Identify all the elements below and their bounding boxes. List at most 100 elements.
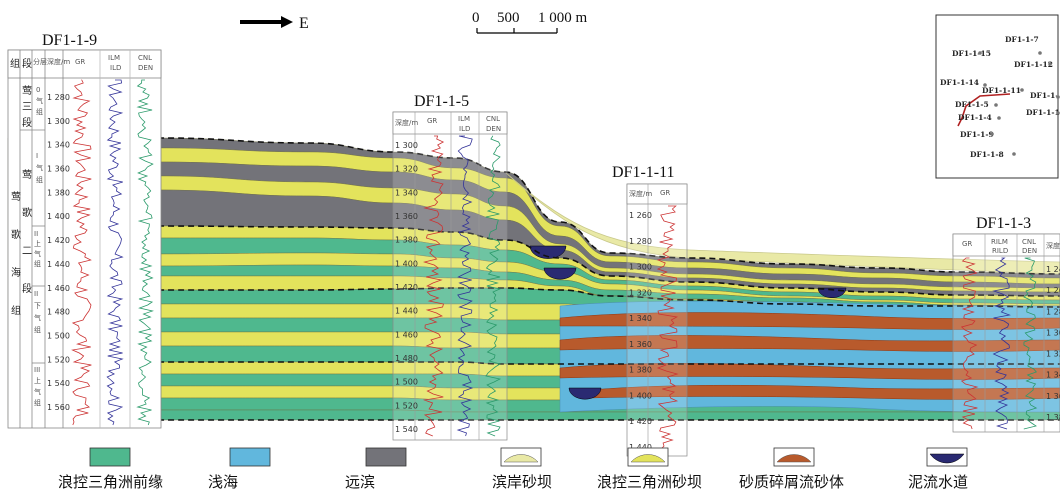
depth-label: 1 28 [1046,307,1060,316]
depth-label: 1 500 [395,378,418,387]
inset-well-label: DF1-1-8 [970,150,1004,159]
depth-label: 1 32 [1046,350,1060,359]
gas-group-label: 气 [36,96,43,105]
depth-label: 1 300 [629,263,652,272]
inset-well-point [1048,62,1052,66]
well-DF1-1-9-depths: 1 280 1 300 1 340 1 360 1 380 1 400 1 420 1 440… [47,93,70,412]
depth-label: 1 520 [395,401,418,410]
log-curve [456,135,474,437]
gas-group-label: 组 [34,259,41,268]
scale-bar: 0 500 1 000 m [472,10,588,34]
log-curve [992,257,1011,430]
inset-well-label: DF1-1- [1030,91,1059,100]
well-DF1-1-3: DF1-1-3 GR RILM RILD CNL DEN 深度/m 1 241 … [952,215,1060,433]
legend-swatch [89,447,131,467]
facies-beach-bar [504,171,1060,275]
inset-well-label: DF1-1-11 [982,86,1021,95]
depth-label: 1 420 [629,417,652,426]
depth-label: 1 300 [47,117,70,126]
gas-group-label: 组 [36,107,43,116]
header-col2: 段 [22,57,32,70]
direction-arrow: E [240,15,309,32]
header-den: DEN [138,64,153,72]
member-2-label: 二 [22,246,32,257]
header-cnl: CNL [138,54,152,62]
well-DF1-1-11: DF1-1-11 深度/m GR 1 260 1 280 1 300 1 320 1 3… [612,164,688,457]
inset-well-point [1020,88,1024,92]
depth-label: 1 440 [47,260,70,269]
log-curve [960,257,979,430]
inset-well-label: DF1-1-5 [955,100,989,109]
gas-group-label: 下 [34,302,41,310]
header-ild: ILD [110,64,121,72]
gas-group-label: II [34,290,38,298]
scale-label-1000: 1 000 m [538,10,588,26]
inset-well-point [978,51,982,55]
depth-label: 1 380 [629,366,652,375]
gas-group-label: 上 [34,239,41,248]
well-DF1-1-11-logs [656,205,679,453]
inset-well-label: DF1-1-1 [1026,108,1060,117]
inset-well-point [994,103,998,107]
header-gr: GR [962,240,972,248]
depth-label: 1 380 [47,188,70,197]
legend-item: 滨岸砂坝 [492,447,552,491]
log-curve [1023,257,1038,430]
inset-well-point [1056,111,1060,115]
header-ilm: ILM [108,54,120,62]
well-title: DF1-1-3 [976,215,1031,232]
depth-label: 1 360 [395,212,418,221]
header-cnl: CNL [1022,238,1036,246]
header-depth: 深度/m [1046,241,1060,250]
legend-swatch [229,447,271,467]
header-col1: 组 [10,57,20,70]
legend-lens [929,453,965,464]
depth-label: 1 280 [47,93,70,102]
gas-group-label: 气 [34,313,41,322]
depth-label: 1 400 [395,259,418,268]
member-2-label: 歌 [22,206,32,219]
depth-label: 1 320 [395,165,418,174]
header-ilm: ILM [458,115,470,123]
depth-label: 1 500 [47,331,70,340]
gas-group-label: 上 [34,376,41,385]
log-curve [485,135,502,437]
legend-item: 浪控三角洲砂坝 [597,447,702,491]
depth-label: 1 320 [629,288,652,297]
gas-group-label: 组 [34,325,41,334]
header-depth: 深度/m [395,118,418,127]
depth-label: 1 480 [47,308,70,317]
depth-label: 1 260 [629,211,652,220]
member-2-label: 莺 [22,169,32,181]
facies-debris-flow [559,312,1060,330]
gas-group-label: 气 [36,163,43,172]
facies-mud-channel [529,245,567,259]
depth-label: 1 300 [395,141,418,150]
legend-label: 浪控三角洲前缘 [58,473,163,491]
header-den: DEN [486,125,501,133]
inset-well-label: DF1-1-12 [1014,60,1053,69]
depth-label: 1 340 [629,314,652,323]
facies-debris-flow [559,335,1060,352]
gas-group-label: 0 [36,86,40,94]
header-den: DEN [1022,247,1037,255]
depth-label: 1 440 [629,443,652,452]
depth-label: 1 400 [47,212,70,221]
header-rild: RILD [992,247,1008,255]
well-title: DF1-1-5 [414,93,469,110]
log-curve [136,79,154,426]
depth-label: 1 340 [47,141,70,150]
gas-group-label: 组 [36,175,43,184]
gas-group-label: 气 [34,249,41,258]
legend-label: 泥流水道 [908,473,968,491]
header-gr: GR [75,58,85,66]
legend-label: 砂质碎屑流砂体 [739,473,844,491]
depth-label: 1 460 [395,330,418,339]
well-DF1-1-9: DF1-1-9 [42,32,97,49]
depth-label: 1 440 [395,307,418,316]
depth-label: 1 480 [395,354,418,363]
inset-well-point [990,132,994,136]
